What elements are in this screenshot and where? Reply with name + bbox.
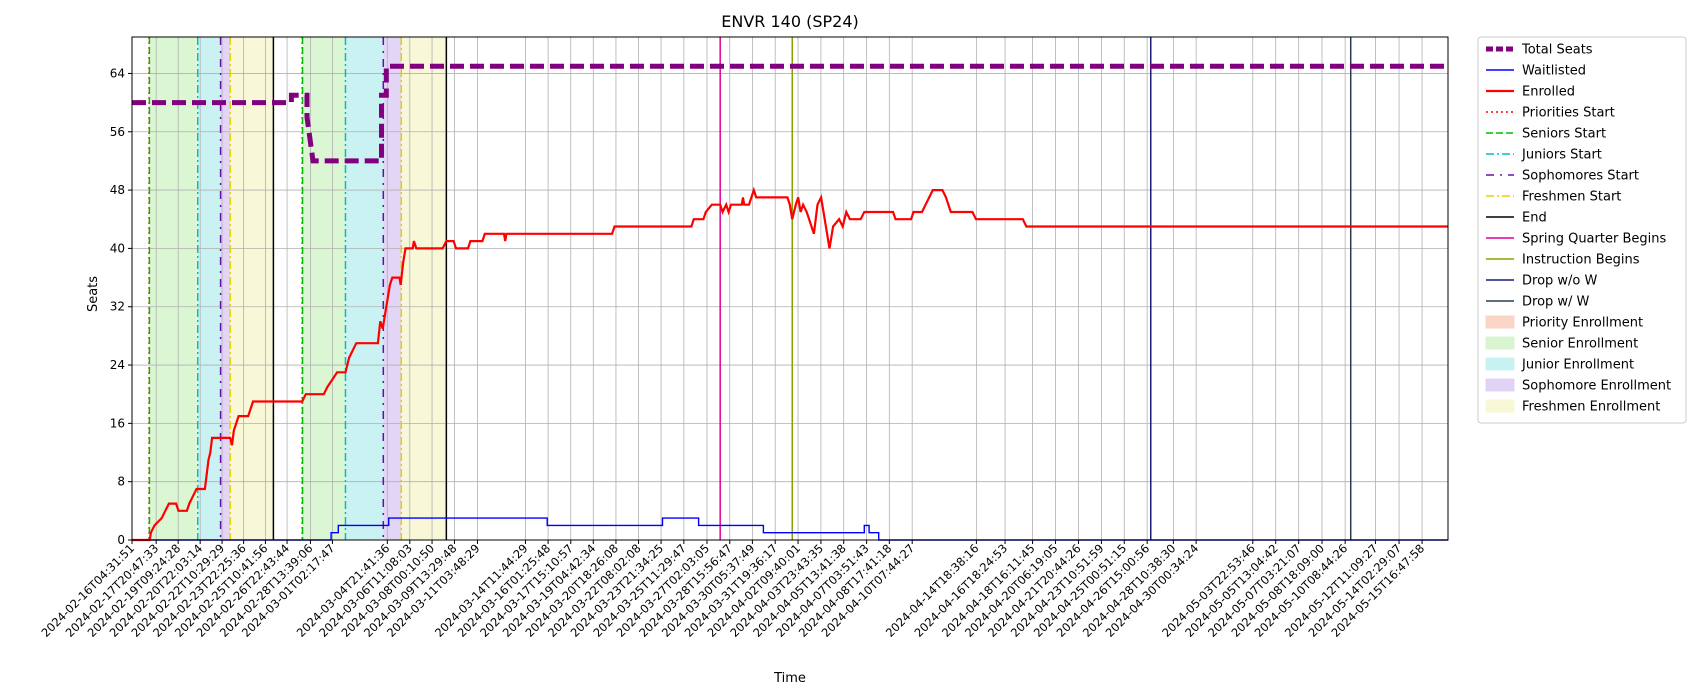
legend-label: End <box>1522 211 1547 226</box>
legend-item-drop-w-w: Drop w/ W <box>1486 295 1590 310</box>
span-1 <box>197 37 221 540</box>
y-tick-label-4: 32 <box>110 300 125 314</box>
series-total-seats <box>132 63 1448 164</box>
legend-box <box>1477 36 1687 424</box>
series-lines <box>132 63 1448 542</box>
legend-item-freshmen-start: Freshmen Start <box>1486 190 1621 205</box>
axes-frame <box>131 36 1449 541</box>
y-tick-label-0: 0 <box>117 533 125 547</box>
grid <box>131 37 1448 541</box>
legend-label: Drop w/o W <box>1522 274 1598 289</box>
series-waitlisted <box>132 517 1448 541</box>
legend-item-seniors-start: Seniors Start <box>1486 127 1606 142</box>
legend-swatch <box>1485 378 1515 392</box>
chart-title: ENVR 140 (SP24) <box>721 12 859 31</box>
legend-label: Junior Enrollment <box>1521 358 1634 373</box>
legend-label: Drop w/ W <box>1522 295 1590 310</box>
legend-item-juniors-start: Juniors Start <box>1486 148 1602 163</box>
y-tick-label-3: 24 <box>110 358 125 372</box>
span-0 <box>149 37 198 540</box>
legend-item-spring-quarter-begins: Spring Quarter Begins <box>1486 232 1666 247</box>
legend-item-total-seats: Total Seats <box>1486 43 1593 58</box>
enrollment-period-spans <box>149 37 447 540</box>
legend-label: Enrolled <box>1522 85 1575 100</box>
legend-item-sophomores-start: Sophomores Start <box>1486 169 1639 184</box>
legend-label: Freshmen Enrollment <box>1522 400 1660 415</box>
y-tick-label-7: 56 <box>110 125 125 139</box>
span-3 <box>230 37 274 540</box>
legend-item-enrolled: Enrolled <box>1486 85 1575 100</box>
legend-item-senior-enrollment: Senior Enrollment <box>1485 336 1638 352</box>
legend-label: Senior Enrollment <box>1522 337 1638 352</box>
legend-label: Priority Enrollment <box>1522 316 1643 331</box>
milestone-lines <box>148 37 1352 540</box>
legend-item-freshmen-enrollment: Freshmen Enrollment <box>1485 399 1660 415</box>
legend-label: Waitlisted <box>1522 64 1586 79</box>
legend-label: Total Seats <box>1521 43 1593 58</box>
legend: Total Seats Waitlisted Enrolled Priorities … <box>1477 36 1687 424</box>
span-4 <box>302 37 346 540</box>
legend-label: Seniors Start <box>1522 127 1606 142</box>
legend-item-waitlisted: Waitlisted <box>1486 64 1586 79</box>
legend-item-priorities-start: Priorities Start <box>1486 106 1615 121</box>
y-tick-label-5: 40 <box>110 241 125 255</box>
span-7 <box>401 37 447 540</box>
span-6 <box>383 37 402 540</box>
legend-swatch <box>1485 357 1515 371</box>
x-axis-ticks: 2024-02-16T04:31:512024-02-17T20:47:3320… <box>38 540 1427 640</box>
series-enrolled <box>132 186 1448 542</box>
legend-swatch <box>1485 399 1515 413</box>
legend-label: Freshmen Start <box>1522 190 1621 205</box>
legend-label: Juniors Start <box>1521 148 1602 163</box>
legend-item-sophomore-enrollment: Sophomore Enrollment <box>1485 378 1671 394</box>
legend-label: Sophomore Enrollment <box>1522 379 1671 394</box>
legend-label: Sophomores Start <box>1522 169 1639 184</box>
y-axis-label: Seats <box>86 276 101 312</box>
legend-swatch <box>1485 336 1515 350</box>
y-axis-ticks: 0 8 16 24 32 40 48 56 64 <box>110 66 132 547</box>
legend-item-junior-enrollment: Junior Enrollment <box>1485 357 1634 373</box>
legend-label: Instruction Begins <box>1522 253 1640 268</box>
legend-item-drop-w-o-w: Drop w/o W <box>1486 274 1598 289</box>
y-tick-label-8: 64 <box>110 66 125 80</box>
legend-label: Priorities Start <box>1522 106 1615 121</box>
legend-label: Spring Quarter Begins <box>1522 232 1666 247</box>
span-2 <box>220 37 231 540</box>
x-axis-label: Time <box>773 671 806 686</box>
legend-item-end: End <box>1486 211 1547 226</box>
y-tick-label-2: 16 <box>110 416 125 430</box>
legend-item-instruction-begins: Instruction Begins <box>1486 253 1640 268</box>
y-tick-label-1: 8 <box>117 475 125 489</box>
legend-swatch <box>1485 315 1515 329</box>
legend-item-priority-enrollment: Priority Enrollment <box>1485 315 1643 331</box>
y-tick-label-6: 48 <box>110 183 125 197</box>
span-5 <box>345 37 384 540</box>
